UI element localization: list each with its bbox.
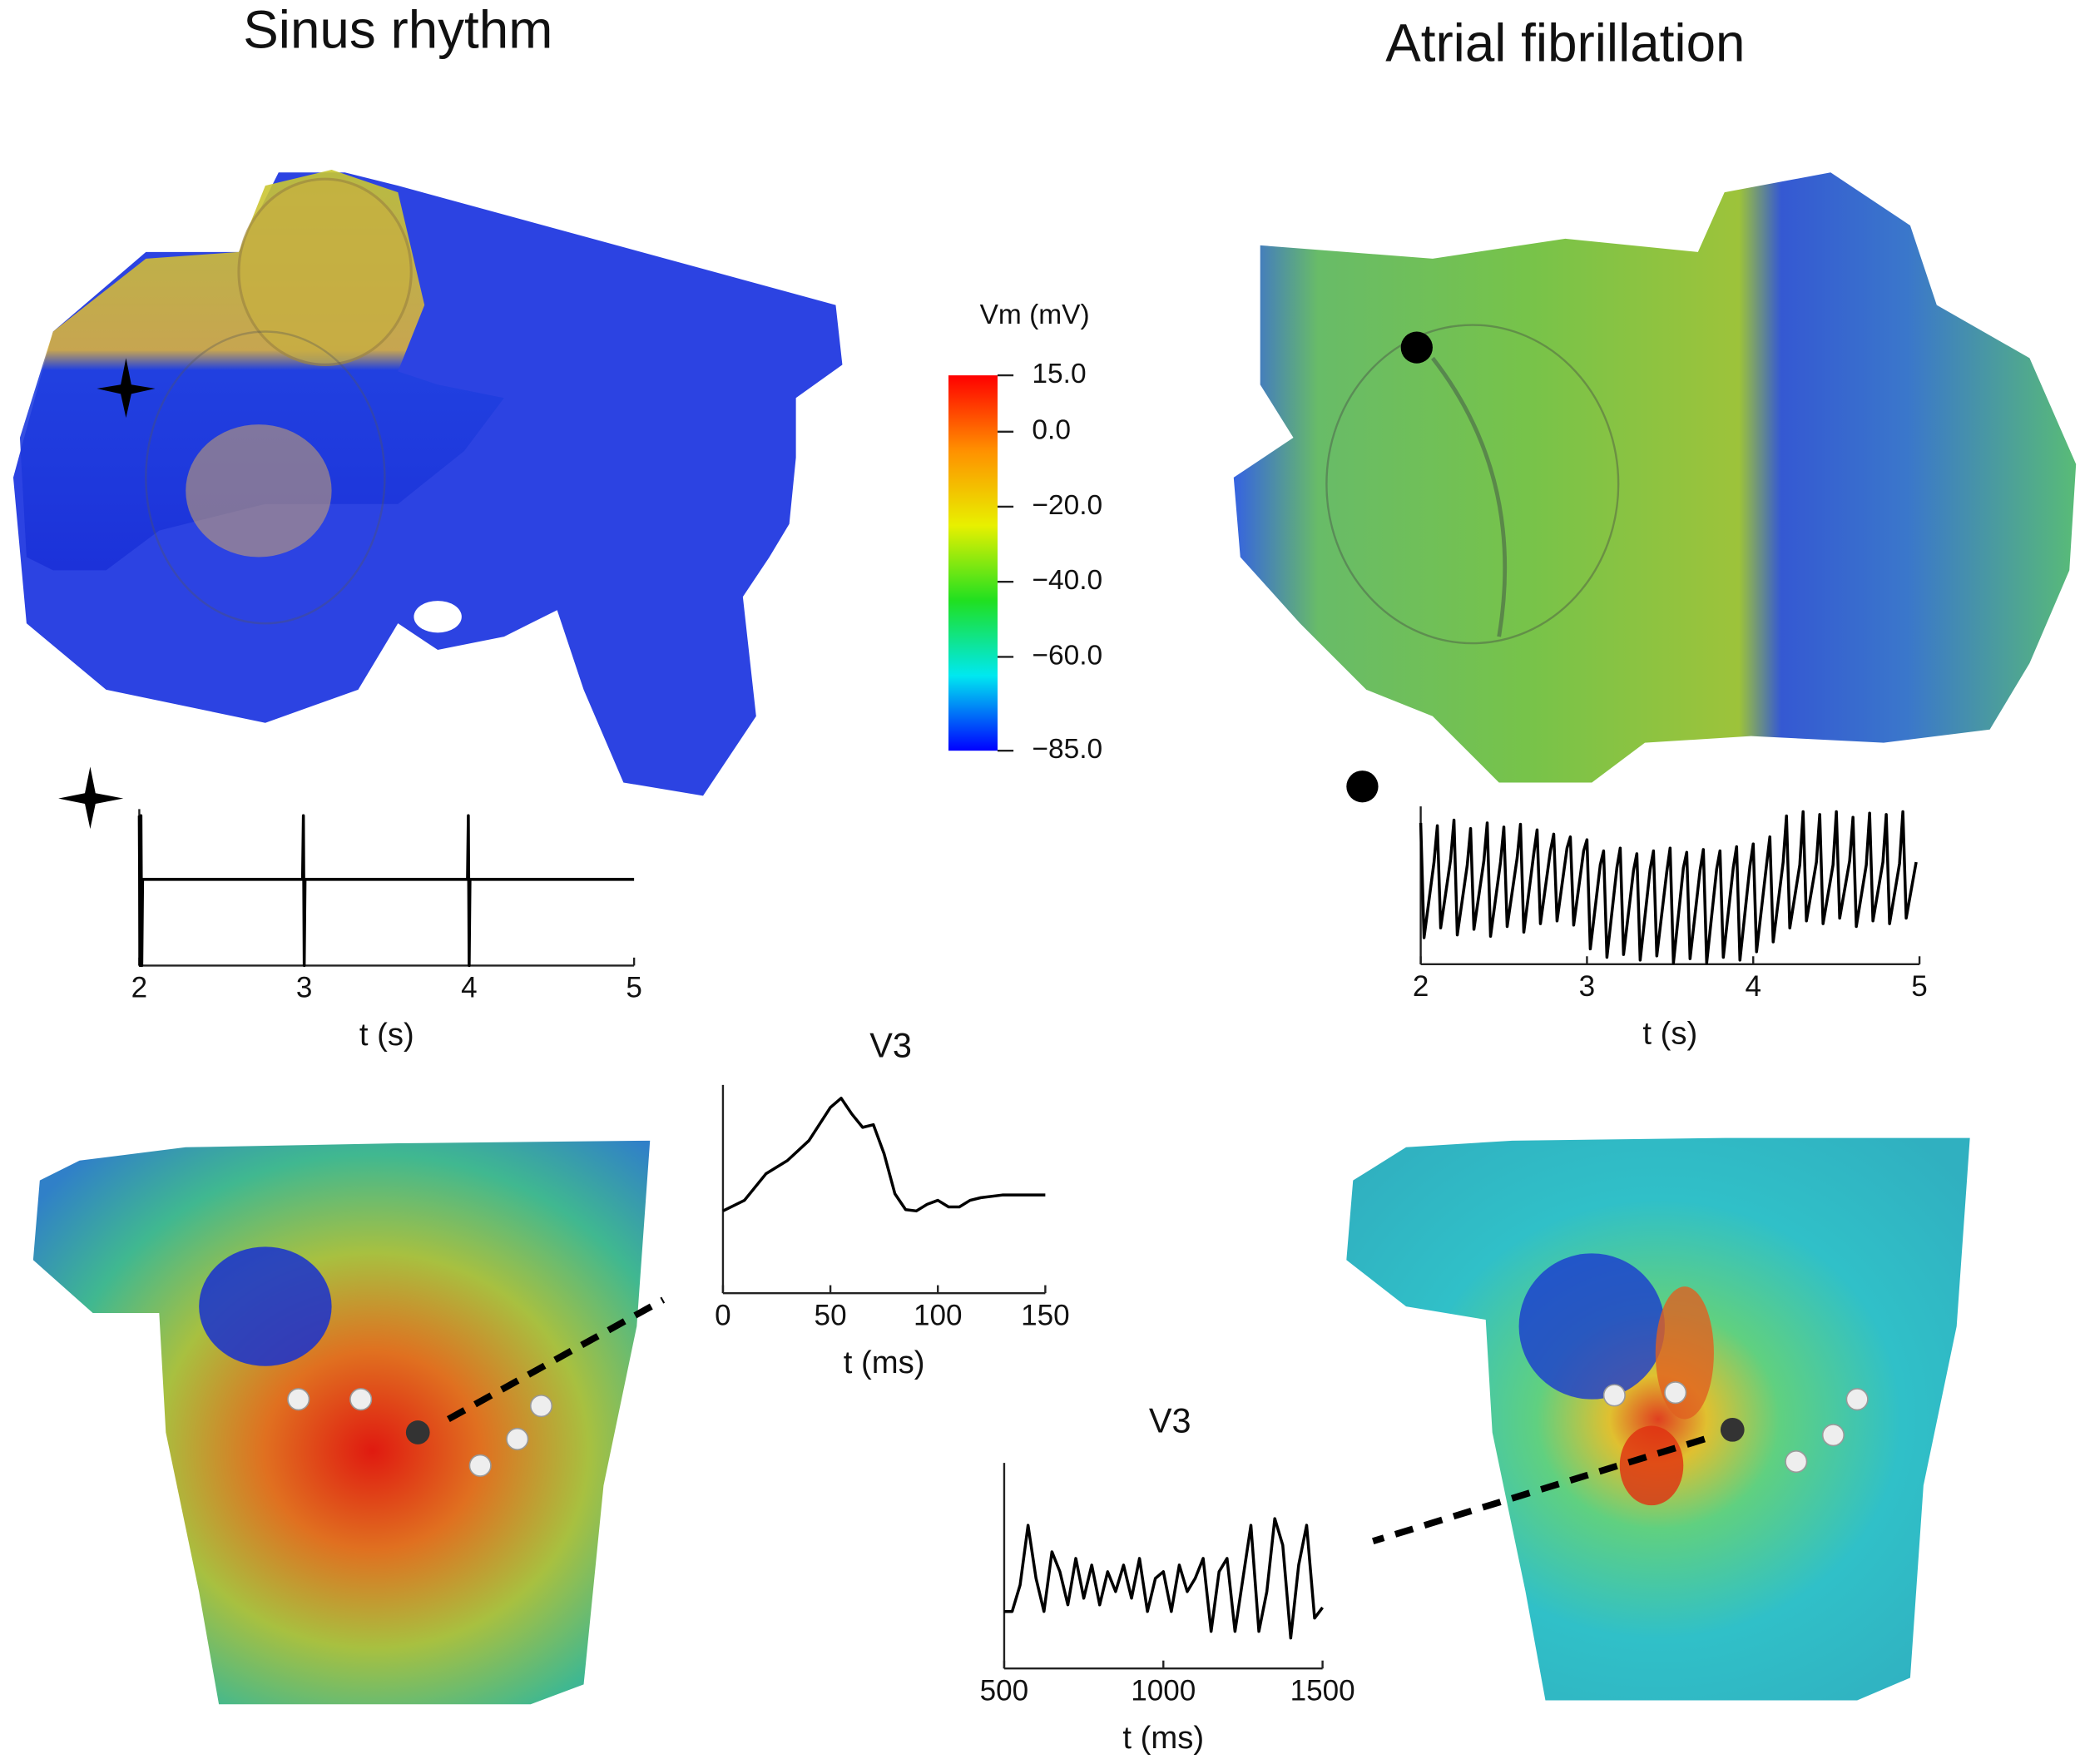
line-series <box>1419 810 1918 964</box>
colorbar-tick-label: 15.0 <box>1032 359 1086 389</box>
x-tick-label: 4 <box>1745 970 1761 1003</box>
atria-render-af <box>1233 172 2077 803</box>
panel-heading: Atrial fibrillation <box>1385 12 1745 72</box>
torso-render-sr <box>32 1140 666 1705</box>
x-tick-label: 1500 <box>1290 1674 1355 1707</box>
colorbar-tick-label: −85.0 <box>1032 734 1102 765</box>
x-tick-label: 100 <box>914 1299 963 1331</box>
x-axis-label: t (ms) <box>844 1345 925 1380</box>
chart-title: V3 <box>869 1025 912 1064</box>
x-tick-label: 5 <box>1911 970 1928 1003</box>
x-tick-label: 2 <box>131 972 148 1004</box>
colorbar-tick-label: −20.0 <box>1032 490 1102 521</box>
line-series <box>1003 1517 1325 1640</box>
x-tick-label: 500 <box>980 1674 1029 1707</box>
x-tick-label: 2 <box>1413 970 1429 1003</box>
panel-heading: Sinus rhythm <box>243 0 552 59</box>
x-axis-label: t (ms) <box>1122 1720 1204 1756</box>
x-axis-label: t (s) <box>359 1017 414 1053</box>
x-tick-label: 3 <box>1579 970 1596 1003</box>
atria-render-sr <box>12 170 843 830</box>
colorbar <box>948 375 998 751</box>
x-tick-label: 3 <box>296 972 313 1004</box>
x-axis-label: t (s) <box>1642 1015 1697 1051</box>
colorbar-tick-label: −60.0 <box>1032 640 1102 671</box>
chart-title: V3 <box>1149 1401 1191 1440</box>
x-tick-label: 150 <box>1021 1299 1070 1331</box>
line-series <box>137 814 635 968</box>
colorbar-tick-label: −40.0 <box>1032 565 1102 596</box>
x-tick-label: 4 <box>461 972 478 1004</box>
x-tick-label: 50 <box>815 1299 847 1331</box>
x-tick-label: 5 <box>626 972 642 1004</box>
x-tick-label: 1000 <box>1131 1674 1196 1707</box>
x-tick-label: 0 <box>715 1299 731 1331</box>
colorbar-tick-label: 0.0 <box>1032 415 1071 446</box>
line-series <box>722 1097 1046 1213</box>
torso-render-af <box>1346 1137 1970 1701</box>
colorbar-label: Vm (mV) <box>980 300 1090 330</box>
